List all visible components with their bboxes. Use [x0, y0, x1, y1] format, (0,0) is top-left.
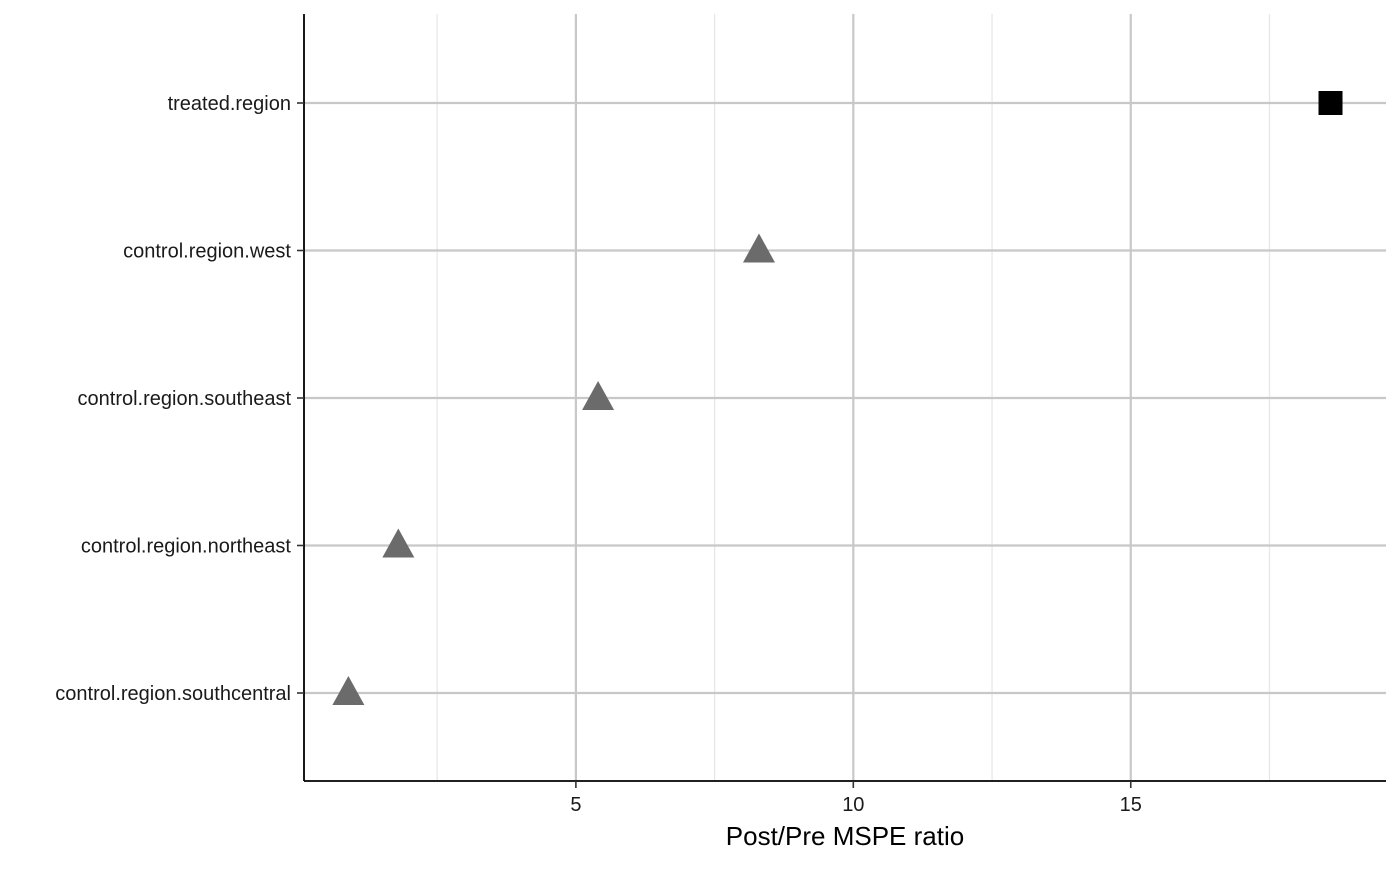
point-layer [332, 91, 1343, 705]
label-layer: 5 10 15 treated.region control.region.west co… [55, 93, 1142, 816]
y-tick-label: control.region.northeast [81, 536, 292, 558]
data-point-triangle [382, 528, 415, 558]
y-tick-label: control.region.southcentral [55, 683, 291, 705]
y-tick-label: treated.region [168, 93, 291, 115]
data-point-triangle [742, 233, 775, 263]
x-tick-label: 5 [570, 794, 581, 816]
axis-layer [297, 14, 1386, 788]
x-tick-label: 10 [842, 794, 864, 816]
x-tick-label: 15 [1120, 794, 1142, 816]
data-point-triangle [582, 381, 615, 410]
grid-layer [304, 14, 1386, 781]
y-tick-label: control.region.west [123, 241, 291, 263]
y-tick-label: control.region.southeast [78, 388, 292, 410]
data-point-triangle [332, 676, 365, 705]
x-axis-title: Post/Pre MSPE ratio [726, 821, 964, 851]
data-point-square [1318, 91, 1343, 115]
